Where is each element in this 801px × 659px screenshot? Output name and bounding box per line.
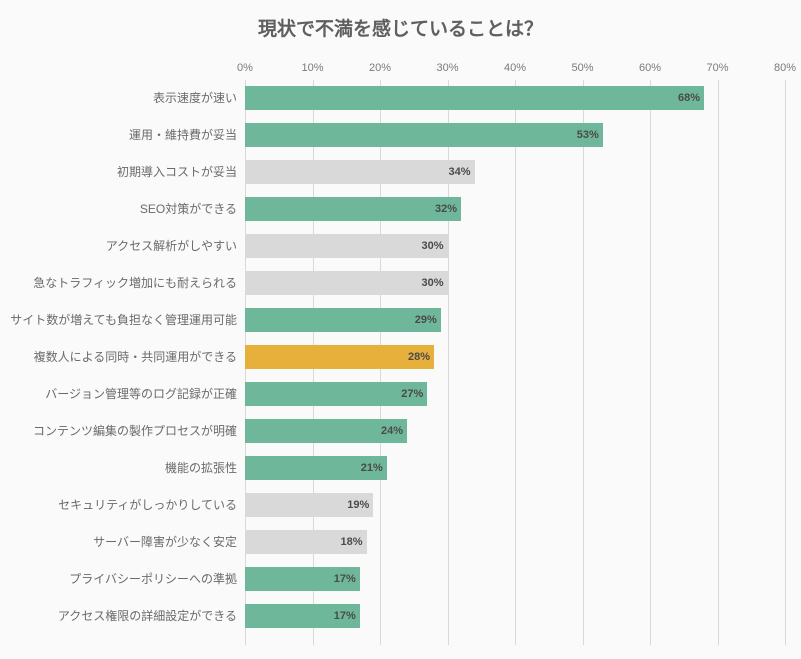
chart-container: 現状で不満を感じていることは？ 0%10%20%30%40%50%60%70%8… [0, 0, 801, 659]
bar: 30% [245, 271, 448, 295]
bar: 28% [245, 345, 434, 369]
bar-value-label: 68% [678, 86, 700, 110]
bar: 29% [245, 308, 441, 332]
bar-row: 運用・維持費が妥当53% [245, 123, 785, 147]
bar: 17% [245, 567, 360, 591]
bar: 19% [245, 493, 373, 517]
bar: 21% [245, 456, 387, 480]
bar-row: バージョン管理等のログ記録が正確27% [245, 382, 785, 406]
bar-label: 運用・維持費が妥当 [129, 123, 245, 147]
bar: 53% [245, 123, 603, 147]
bar: 34% [245, 160, 475, 184]
plot-area: 0%10%20%30%40%50%60%70%80%表示速度が速い68%運用・維… [245, 80, 785, 645]
bar: 17% [245, 604, 360, 628]
bar-label: 急なトラフィック増加にも耐えられる [33, 271, 245, 295]
bar-row: アクセス解析がしやすい30% [245, 234, 785, 258]
bar: 32% [245, 197, 461, 221]
bar: 18% [245, 530, 367, 554]
bar-value-label: 24% [381, 419, 403, 443]
bar-row: セキュリティがしっかりしている19% [245, 493, 785, 517]
bar-row: 表示速度が速い68% [245, 86, 785, 110]
bar-row: プライバシーポリシーへの準拠17% [245, 567, 785, 591]
x-tick-label: 70% [706, 62, 728, 74]
bar-row: 急なトラフィック増加にも耐えられる30% [245, 271, 785, 295]
x-tick-label: 0% [237, 62, 253, 74]
bar-label: アクセス権限の詳細設定ができる [58, 604, 245, 628]
x-tick-label: 60% [639, 62, 661, 74]
gridline [785, 80, 786, 645]
bar-value-label: 27% [401, 382, 423, 406]
bar-value-label: 19% [347, 493, 369, 517]
bar-row: 初期導入コストが妥当34% [245, 160, 785, 184]
bar-label: 複数人による同時・共同運用ができる [34, 345, 245, 369]
bar-row: 複数人による同時・共同運用ができる28% [245, 345, 785, 369]
bar-label: コンテンツ編集の製作プロセスが明確 [33, 419, 245, 443]
bar-label: 表示速度が速い [153, 86, 245, 110]
bar-row: 機能の拡張性21% [245, 456, 785, 480]
bar-label: セキュリティがしっかりしている [58, 493, 245, 517]
x-tick-label: 80% [774, 62, 796, 74]
x-tick-label: 20% [369, 62, 391, 74]
bar: 68% [245, 86, 704, 110]
bar-label: プライバシーポリシーへの準拠 [69, 567, 245, 591]
x-tick-label: 30% [436, 62, 458, 74]
x-tick-label: 10% [301, 62, 323, 74]
bar-value-label: 32% [435, 197, 457, 221]
bar-label: サーバー障害が少なく安定 [93, 530, 245, 554]
bar-row: サイト数が増えても負担なく管理運用可能29% [245, 308, 785, 332]
bar-value-label: 30% [421, 234, 443, 258]
bar-label: 機能の拡張性 [165, 456, 245, 480]
bar-value-label: 17% [334, 567, 356, 591]
bar-label: アクセス解析がしやすい [106, 234, 245, 258]
bar-value-label: 18% [340, 530, 362, 554]
bar-value-label: 29% [415, 308, 437, 332]
bar-value-label: 21% [361, 456, 383, 480]
bar: 30% [245, 234, 448, 258]
x-tick-label: 50% [571, 62, 593, 74]
bar-label: サイト数が増えても負担なく管理運用可能 [10, 308, 245, 332]
bar-value-label: 34% [448, 160, 470, 184]
bar-label: 初期導入コストが妥当 [117, 160, 245, 184]
bar-row: サーバー障害が少なく安定18% [245, 530, 785, 554]
bar-value-label: 28% [408, 345, 430, 369]
bar-value-label: 53% [577, 123, 599, 147]
bar-value-label: 30% [421, 271, 443, 295]
bar-label: SEO対策ができる [140, 197, 245, 221]
x-tick-label: 40% [504, 62, 526, 74]
bar: 27% [245, 382, 427, 406]
bar-row: アクセス権限の詳細設定ができる17% [245, 604, 785, 628]
chart-title: 現状で不満を感じていることは？ [0, 0, 801, 47]
bar-row: コンテンツ編集の製作プロセスが明確24% [245, 419, 785, 443]
bar: 24% [245, 419, 407, 443]
bar-value-label: 17% [334, 604, 356, 628]
bar-row: SEO対策ができる32% [245, 197, 785, 221]
bar-label: バージョン管理等のログ記録が正確 [45, 382, 245, 406]
